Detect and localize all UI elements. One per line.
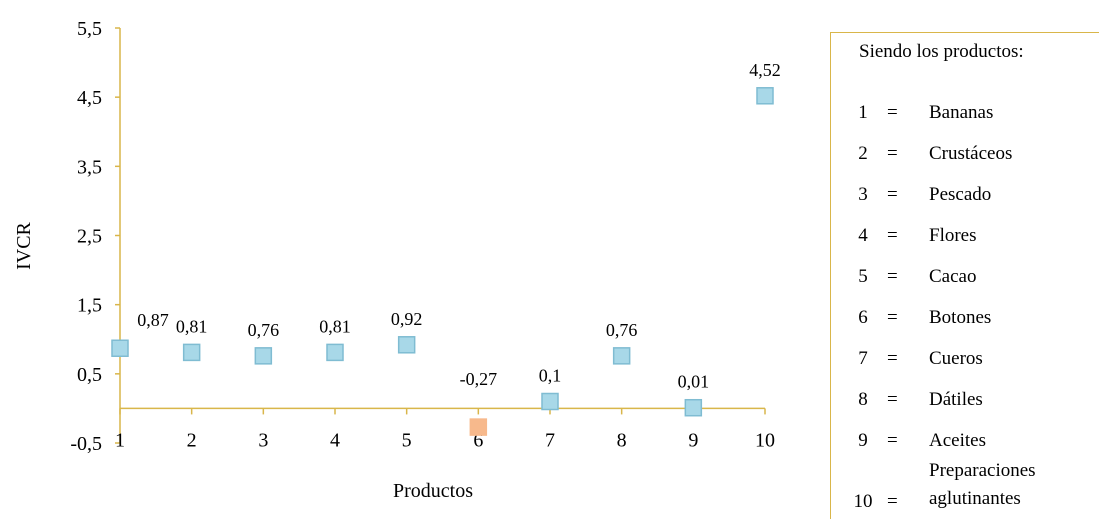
legend-item-equals: =: [887, 491, 898, 512]
x-tick-label: 7: [545, 429, 555, 451]
y-axis-label: IVCR: [13, 221, 35, 269]
legend-item: 6 = Botones: [831, 298, 1099, 338]
legend-item-equals: =: [887, 102, 898, 123]
legend-item-name: Preparaciones aglutinantes: [929, 457, 1036, 513]
legend-item-number: 4: [858, 225, 868, 246]
legend-item-equals: =: [887, 389, 898, 410]
x-tick-label: 1: [115, 429, 125, 451]
data-points: [111, 87, 774, 436]
legend-item-name-line2: aglutinantes: [929, 488, 1021, 509]
data-labels: 0,87 0,81 0,76 0,81 0,92 -0,27 0,1 0,76 0,01 4,52: [137, 60, 781, 392]
y-tick-labels: -0,5 0,5 1,5 2,5 3,5 4,5 5,5: [70, 18, 102, 455]
data-point: [111, 339, 129, 357]
data-label: 0,92: [391, 309, 423, 329]
legend-item-name: Cueros: [929, 348, 983, 369]
data-label: 0,01: [678, 372, 710, 392]
data-point: [326, 343, 344, 362]
x-tick-label: 10: [755, 429, 775, 451]
scatter-chart: -0,50,51,52,53,54,55,5 1 2 3 4 5 6 7 8 9 10 0,87 0…: [13, 18, 781, 502]
y-tick-label: 3,5: [77, 156, 102, 178]
y-tick-label: 2,5: [77, 226, 102, 248]
x-tick-label: 5: [402, 429, 412, 451]
legend-item-name: Aceites: [929, 430, 986, 451]
legend-item-equals: =: [887, 430, 898, 451]
data-label: 0,81: [176, 316, 208, 336]
data-label: 0,81: [319, 316, 351, 336]
legend-item: 2 = Crustáceos: [831, 134, 1099, 174]
data-label: 0,87: [137, 310, 169, 330]
legend-item-number: 7: [858, 348, 868, 369]
y-tick-label: 0,5: [77, 364, 102, 386]
legend-item-equals: =: [887, 266, 898, 287]
legend-item-name: Botones: [929, 307, 992, 328]
legend-item-name-line1: Preparaciones: [929, 460, 1036, 481]
legend-item-equals: =: [887, 348, 898, 369]
x-tick-label: 9: [688, 429, 698, 451]
legend-item-number: 8: [858, 389, 868, 410]
data-point: [397, 336, 416, 354]
y-tick-label: 5,5: [77, 18, 102, 40]
data-label: 0,1: [539, 366, 562, 386]
legend-item-number: 5: [858, 266, 868, 287]
legend-item-equals: =: [887, 307, 898, 328]
x-tick-label: 6: [473, 429, 483, 451]
legend-item: 7 = Cueros: [831, 339, 1099, 379]
data-point: [541, 392, 559, 411]
legend-item-number: 2: [858, 143, 868, 164]
legend-item-name: Flores: [929, 225, 977, 246]
legend-item-name: Pescado: [929, 184, 992, 205]
legend-item-number: 1: [858, 102, 868, 123]
legend-item-number: 6: [858, 307, 868, 328]
data-label: 0,76: [248, 320, 280, 340]
legend-item: 4 = Flores: [831, 216, 1099, 256]
data-point: [254, 347, 273, 365]
data-point: [612, 347, 631, 365]
x-tick-label: 8: [617, 429, 627, 451]
x-tick-label: 3: [258, 429, 268, 451]
legend-item: 5 = Cacao: [831, 257, 1099, 297]
legend-item-number: 10: [853, 491, 873, 512]
x-tick-labels: 1 2 3 4 5 6 7 8 9 10: [115, 429, 775, 451]
legend-item: 10 = Preparaciones aglutinantes: [831, 457, 1099, 517]
legend-item-equals: =: [887, 143, 898, 164]
legend-title: Siendo los productos:: [859, 41, 1024, 62]
data-label: 0,76: [606, 320, 638, 340]
x-axis-label: Productos: [393, 480, 473, 502]
legend-item-equals: =: [887, 184, 898, 205]
data-label: -0,27: [460, 369, 498, 389]
legend-item-equals: =: [887, 225, 898, 246]
legend-item: 3 = Pescado: [831, 175, 1099, 215]
legend-item-name: Crustáceos: [929, 143, 1013, 164]
data-point: [684, 398, 703, 417]
y-tick-label: -0,5: [70, 433, 102, 455]
axes: [115, 27, 766, 444]
legend-item-name: Cacao: [929, 266, 977, 287]
legend-item: 9 = Aceites: [831, 421, 1099, 461]
legend-item-number: 3: [858, 184, 868, 205]
legend-item-name: Dátiles: [929, 389, 983, 410]
data-point: [756, 87, 774, 105]
x-tick-label: 2: [187, 429, 197, 451]
legend: Siendo los productos: 1 = Bananas 2 = Crustác…: [830, 32, 1099, 519]
data-point: [182, 343, 201, 362]
legend-item-name: Bananas: [929, 102, 994, 123]
legend-item: 1 = Bananas: [831, 93, 1099, 133]
legend-item: 8 = Dátiles: [831, 380, 1099, 420]
data-label: 4,52: [749, 60, 781, 80]
data-point: [469, 418, 488, 436]
y-tick-label: 4,5: [77, 87, 102, 109]
y-tick-label: 1,5: [77, 295, 102, 317]
x-tick-label: 4: [330, 429, 340, 451]
legend-item-number: 9: [858, 430, 868, 451]
